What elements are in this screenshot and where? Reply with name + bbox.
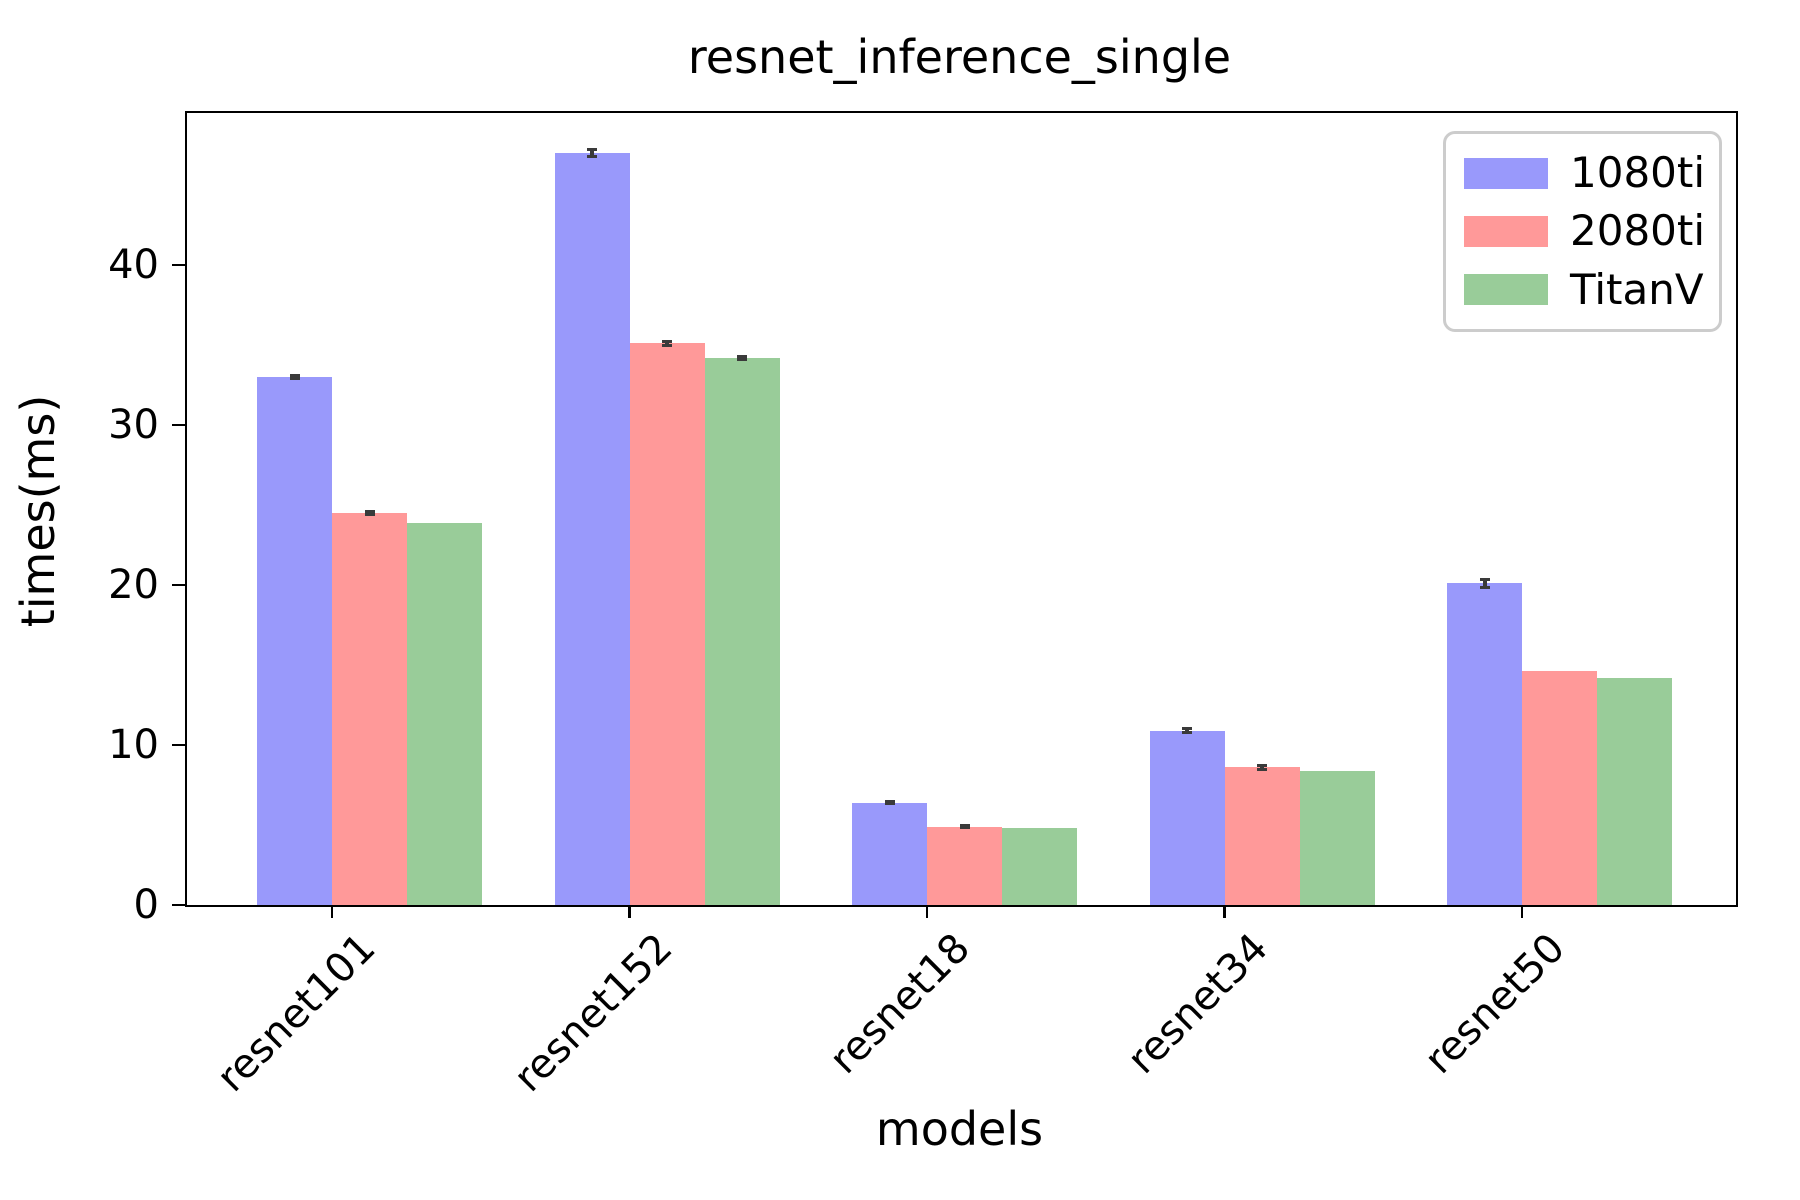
error-bar-cap: [289, 377, 300, 381]
error-bar-cap: [737, 357, 747, 361]
error-bar-cap: [587, 148, 597, 152]
bar-2080ti-resnet50: [1522, 671, 1597, 905]
error-bar: [367, 511, 372, 515]
y-tick-label: 20: [108, 562, 159, 608]
error-bar-cap: [364, 509, 375, 513]
error-bar: [1482, 579, 1487, 588]
y-tick: [171, 743, 185, 747]
x-tick-label: resnet101: [208, 924, 385, 1101]
legend-row-1080ti: 1080ti: [1464, 152, 1705, 194]
bar-TitanV-resnet101: [407, 522, 482, 905]
error-bar-cap: [1479, 585, 1490, 589]
x-tick-label: resnet152: [505, 924, 682, 1101]
x-tick-label: resnet50: [1416, 924, 1575, 1083]
error-bar-cap: [1257, 763, 1267, 767]
bar-TitanV-resnet34: [1299, 770, 1375, 905]
y-axis-label: times(ms): [11, 394, 65, 628]
bar-1080ti-resnet18: [852, 802, 927, 905]
y-tick-label: 10: [108, 722, 159, 768]
y-tick-label: 40: [108, 242, 159, 288]
y-tick: [171, 423, 185, 427]
error-bar-cap: [737, 354, 747, 358]
bar-2080ti-resnet18: [927, 826, 1002, 905]
x-tick: [628, 905, 631, 918]
error-bar: [1260, 765, 1264, 770]
bar-1080ti-resnet34: [1149, 730, 1225, 905]
x-tick: [330, 905, 334, 918]
error-bar-cap: [959, 826, 970, 830]
legend-row-2080ti: 2080ti: [1464, 210, 1705, 252]
error-bar-cap: [364, 513, 375, 517]
error-bar-cap: [959, 824, 970, 828]
legend-label: TitanV: [1570, 264, 1704, 314]
error-bar-cap: [1257, 767, 1267, 771]
legend-swatch-1080ti: [1464, 157, 1548, 189]
error-bar: [740, 356, 744, 360]
error-bar: [292, 375, 297, 379]
bar-TitanV-resnet152: [704, 357, 780, 905]
error-bar: [665, 341, 669, 346]
legend-label: 2080ti: [1570, 206, 1706, 256]
y-tick-label: 0: [133, 882, 159, 928]
error-bar-cap: [662, 343, 672, 347]
error-bar-cap: [884, 800, 895, 804]
legend-row-TitanV: TitanV: [1464, 264, 1704, 314]
y-tick: [171, 583, 185, 587]
error-bar-cap: [587, 154, 597, 158]
x-tick-label: resnet34: [1118, 924, 1277, 1083]
error-bar: [590, 149, 594, 157]
bar-TitanV-resnet18: [1002, 828, 1077, 905]
chart-title: resnet_inference_single: [687, 30, 1232, 84]
error-bar-cap: [1182, 731, 1192, 735]
error-bar-cap: [884, 802, 895, 806]
error-bar-cap: [289, 373, 300, 377]
bar-2080ti-resnet101: [332, 513, 407, 905]
bar-TitanV-resnet50: [1597, 677, 1672, 905]
legend: 1080ti 2080ti TitanV: [1443, 131, 1722, 332]
x-tick-label: resnet18: [821, 924, 980, 1083]
bar-2080ti-resnet152: [629, 343, 705, 905]
error-bar-cap: [662, 339, 672, 343]
y-tick: [171, 263, 185, 267]
x-tick: [1520, 905, 1524, 918]
bar-2080ti-resnet34: [1224, 767, 1300, 905]
y-tick-label: 30: [108, 402, 159, 448]
x-tick: [1223, 905, 1226, 918]
legend-swatch-TitanV: [1464, 274, 1548, 306]
error-bar-cap: [1479, 577, 1490, 581]
x-tick: [925, 905, 929, 918]
x-axis-label: models: [875, 1102, 1044, 1156]
bar-1080ti-resnet50: [1447, 583, 1522, 905]
error-bar-cap: [1182, 727, 1192, 731]
error-bar: [1185, 728, 1189, 733]
bar-1080ti-resnet101: [257, 377, 332, 905]
legend-swatch-2080ti: [1464, 215, 1548, 247]
y-tick: [171, 903, 185, 907]
bar-1080ti-resnet152: [554, 153, 630, 905]
legend-label: 1080ti: [1570, 148, 1706, 198]
